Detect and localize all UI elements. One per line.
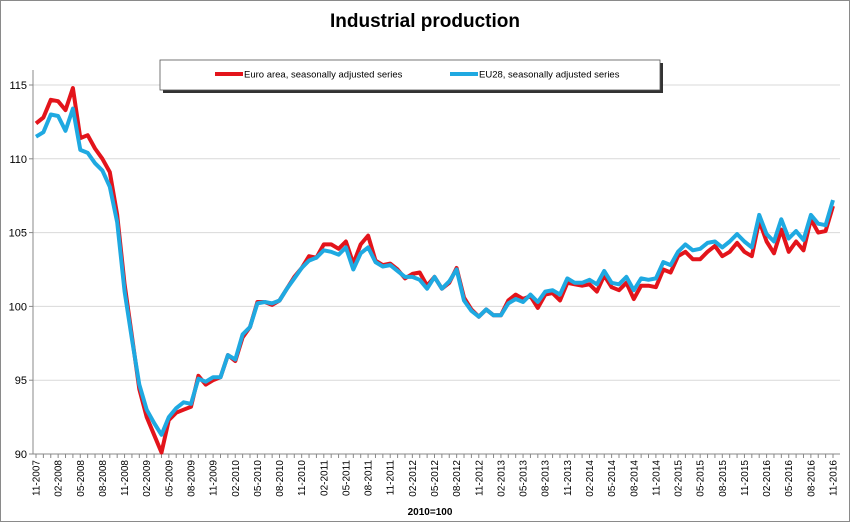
x-tick-label: 08-2008 <box>98 460 109 497</box>
x-tick-label: 05-2011 <box>341 460 352 496</box>
chart-title: Industrial production <box>330 11 520 32</box>
x-tick-label: 02-2009 <box>142 460 153 497</box>
x-tick-label: 05-2016 <box>784 460 795 497</box>
x-tick-label: 11-2007 <box>32 460 43 496</box>
x-tick-label: 11-2010 <box>297 460 308 496</box>
x-tick-label: 02-2012 <box>408 460 419 497</box>
legend: Euro area, seasonally adjusted series EU… <box>159 59 663 93</box>
x-tick-label: 08-2014 <box>629 460 640 497</box>
x-tick-label: 02-2013 <box>496 460 507 497</box>
x-tick-label: 02-2008 <box>54 460 65 497</box>
y-tick-label: 90 <box>15 449 27 461</box>
legend-box <box>159 59 661 91</box>
x-tick-label: 08-2011 <box>364 460 375 496</box>
y-axis: 90 95 100 105 110 115 <box>9 70 34 461</box>
x-tick-label: 02-2011 <box>319 460 330 496</box>
x-tick-label: 05-2010 <box>253 460 264 497</box>
x-tick-label: 05-2013 <box>519 460 530 497</box>
y-tick-label: 100 <box>9 301 27 313</box>
x-tick-label: 11-2013 <box>563 460 574 496</box>
x-tick-label: 02-2010 <box>231 460 242 497</box>
x-axis-label: 2010=100 <box>408 507 453 518</box>
gridlines <box>33 84 840 381</box>
x-tick-label: 02-2014 <box>585 460 596 497</box>
x-tick-label: 05-2008 <box>76 460 87 497</box>
x-tick-label: 11-2011 <box>386 460 397 496</box>
legend-label-eu28: EU28, seasonally adjusted series <box>479 70 620 81</box>
series-lines <box>34 86 835 455</box>
series-line-eu28 <box>34 106 835 437</box>
x-tick-label: 08-2015 <box>718 460 729 497</box>
series-line-euro-area <box>34 86 835 455</box>
x-tick-label: 08-2009 <box>186 460 197 497</box>
x-tick-label: 11-2015 <box>740 460 751 496</box>
y-tick-label: 105 <box>9 228 27 240</box>
x-tick-label: 11-2012 <box>474 460 485 496</box>
y-tick-label: 95 <box>15 375 27 387</box>
x-tick-label: 11-2014 <box>651 460 662 496</box>
x-tick-label: 02-2016 <box>762 460 773 497</box>
y-tick-label: 110 <box>9 154 27 166</box>
x-tick-label: 11-2016 <box>829 460 840 496</box>
x-tick-label: 05-2012 <box>430 460 441 497</box>
x-tick-label: 05-2015 <box>696 460 707 497</box>
legend-label-euro-area: Euro area, seasonally adjusted series <box>244 70 403 81</box>
x-axis: 11-2007 02-2008 05-2008 08-2008 11-2008 02-20… <box>32 453 840 497</box>
x-tick-label: 05-2014 <box>607 460 618 497</box>
x-tick-label: 08-2012 <box>452 460 463 497</box>
x-tick-label: 05-2009 <box>164 460 175 497</box>
x-tick-label: 02-2015 <box>674 460 685 497</box>
x-tick-label: 11-2008 <box>120 460 131 496</box>
x-tick-label: 08-2013 <box>541 460 552 497</box>
x-tick-label: 08-2016 <box>806 460 817 497</box>
y-tick-label: 115 <box>9 80 27 92</box>
x-tick-label: 11-2009 <box>209 460 220 496</box>
x-tick-label: 08-2010 <box>275 460 286 497</box>
